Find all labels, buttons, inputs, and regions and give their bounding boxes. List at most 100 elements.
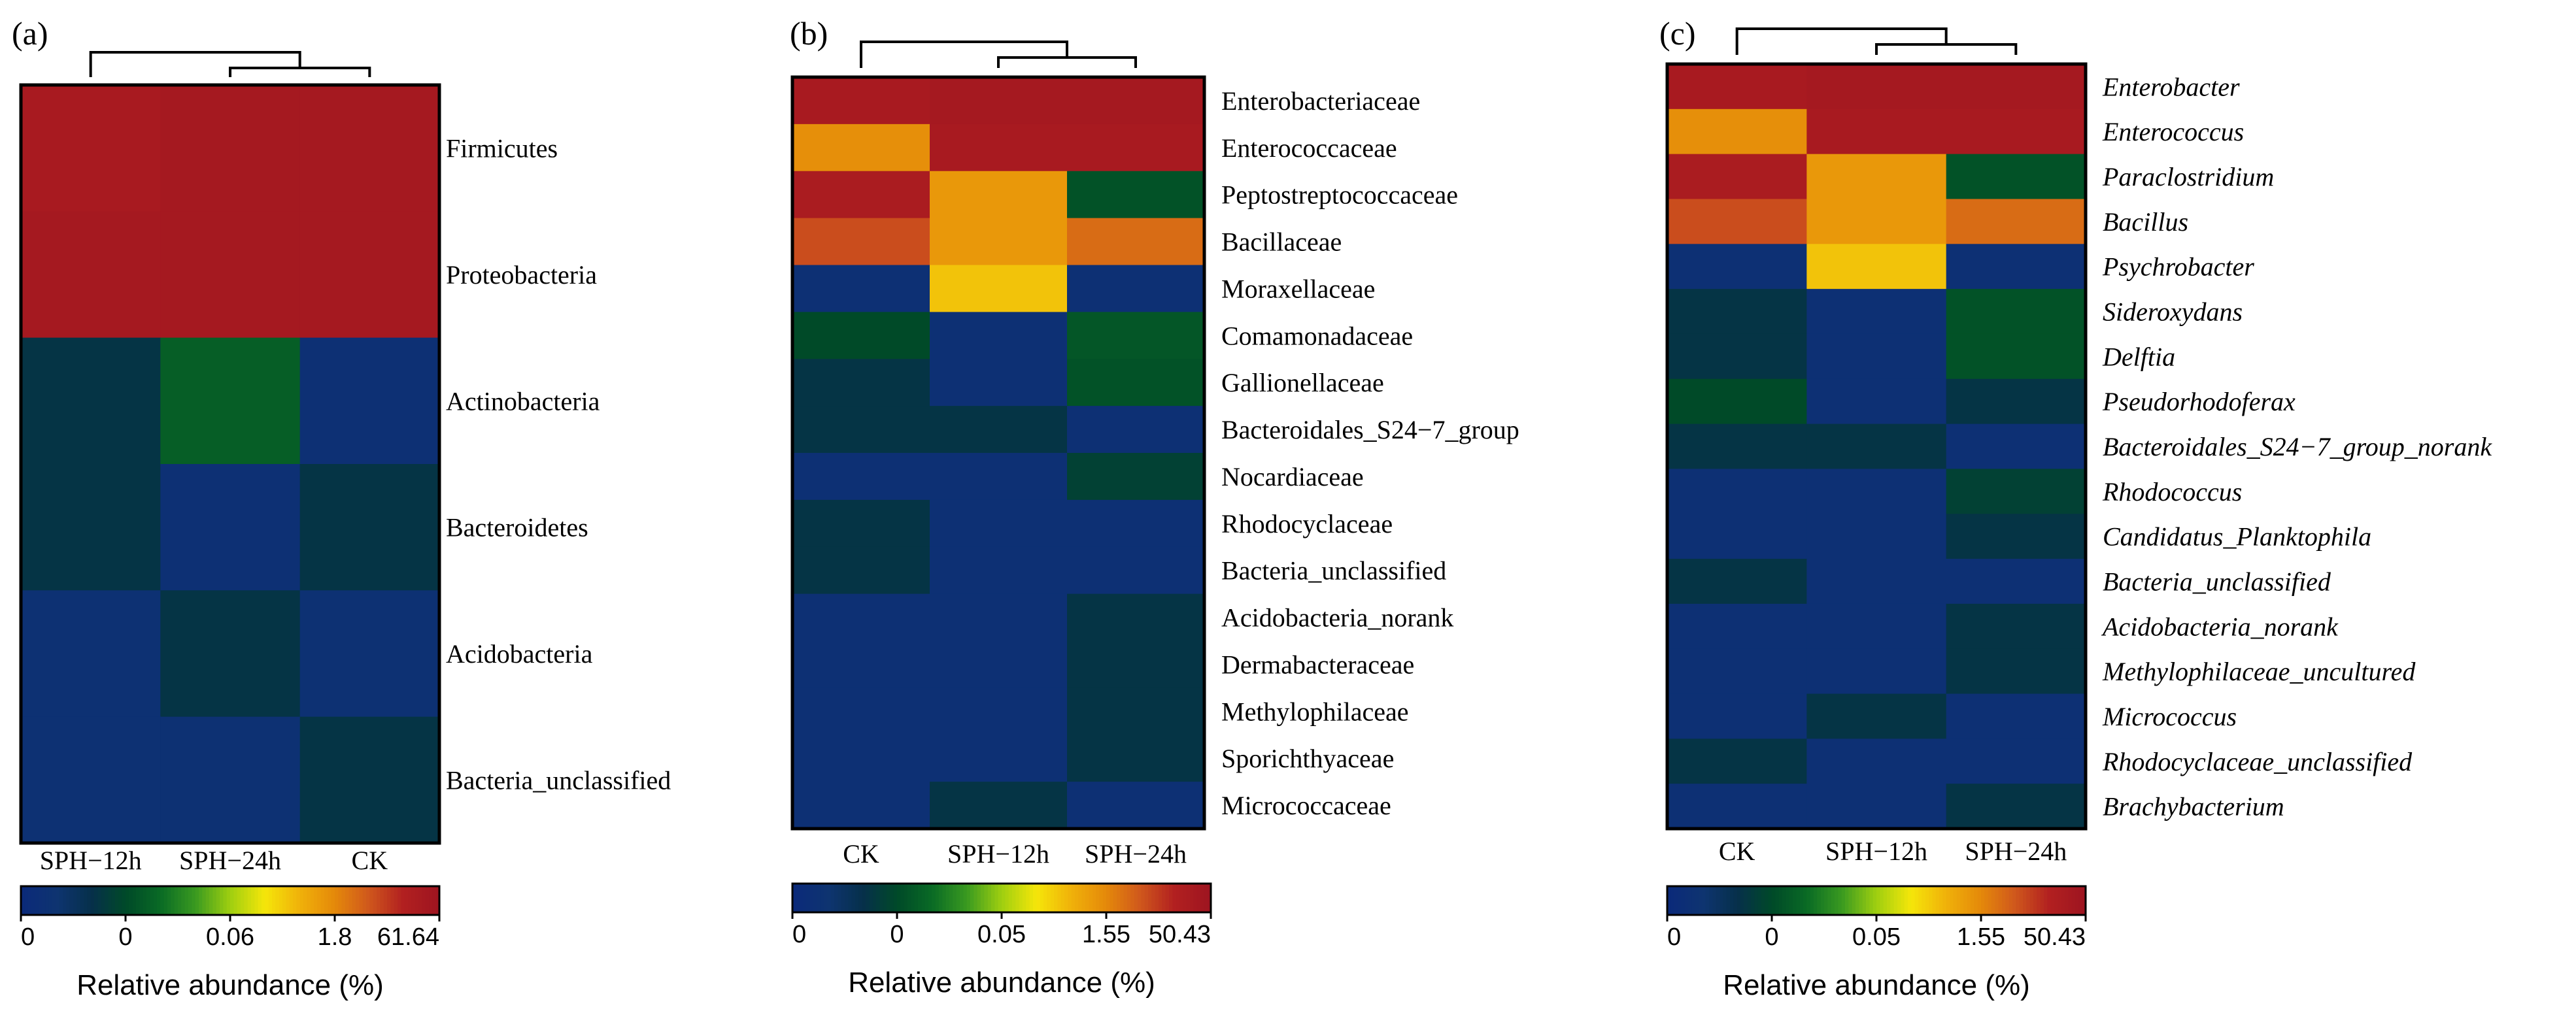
- colorbar-segment: [1744, 886, 1748, 915]
- colorbar-segment: [220, 886, 224, 915]
- heatmap-cell: [792, 499, 930, 548]
- heatmap-cell: [1667, 64, 1807, 110]
- heatmap-cell: [930, 218, 1068, 265]
- colorbar-segment: [73, 886, 77, 915]
- heatmap-cell: [1806, 333, 1947, 380]
- colorbar-segment: [1876, 886, 1880, 915]
- heatmap-cell: [930, 499, 1068, 548]
- colorbar-segment: [2044, 886, 2048, 915]
- heatmap-cell: [1806, 423, 1947, 469]
- heatmap-cell: [1667, 738, 1807, 784]
- heatmap-cell: [1067, 499, 1205, 548]
- colorbar-segment: [48, 886, 53, 915]
- colorbar-segment: [1113, 884, 1117, 912]
- heatmap-cell: [21, 464, 161, 591]
- colorbar-segment: [869, 884, 873, 912]
- colorbar-segment: [2078, 886, 2083, 915]
- colorbar-segment: [279, 886, 283, 915]
- colorbar-segment: [299, 886, 304, 915]
- colorbar-segment: [184, 886, 189, 915]
- colorbar-segment: [890, 884, 894, 912]
- colorbar-segment: [2019, 886, 2024, 915]
- colorbar-segment: [942, 884, 947, 912]
- heatmap-cell: [1067, 171, 1205, 219]
- colorbar-segment: [272, 886, 276, 915]
- colorbar-segment: [1165, 884, 1170, 912]
- row-label: Sporichthyaceae: [1221, 744, 1394, 773]
- colorbar-segment: [914, 884, 919, 912]
- heatmap-cell: [1067, 359, 1205, 406]
- colorbar-segment: [824, 884, 828, 912]
- colorbar-segment: [1806, 886, 1811, 915]
- colorbar-segment: [1040, 884, 1044, 912]
- row-label: Bacteroidales_S24−7_group: [1221, 415, 1519, 444]
- colorbar-segment: [1918, 886, 1922, 915]
- colorbar-segment: [63, 886, 67, 915]
- colorbar-segment: [932, 884, 936, 912]
- heatmap-cell: [1806, 199, 1947, 244]
- colorbar-segment: [422, 886, 426, 915]
- heatmap-cell: [1806, 244, 1947, 290]
- colorbar-segment: [1835, 886, 1839, 915]
- colorbar-segment: [1200, 884, 1204, 912]
- colorbar-segment: [956, 884, 960, 912]
- colorbar-segment: [2054, 886, 2058, 915]
- heatmap-cell: [1067, 77, 1205, 125]
- colorbar-segment: [1123, 884, 1128, 912]
- colorbar-tick-label: 0.06: [206, 923, 254, 951]
- heatmap-cell: [1667, 603, 1807, 650]
- colorbar-segment: [153, 886, 158, 915]
- colorbar-segment: [1064, 884, 1068, 912]
- heatmap-cell: [792, 312, 930, 359]
- row-label: Sideroxydans: [2103, 297, 2243, 327]
- heatmap-cell: [1946, 559, 2086, 605]
- heatmap-cell: [1946, 108, 2086, 155]
- colorbar-segment: [1106, 884, 1110, 912]
- colorbar-tick-label: 0: [1765, 923, 1778, 951]
- heatmap-cell: [930, 640, 1068, 688]
- heatmap-cell: [299, 211, 440, 339]
- colorbar-segment: [963, 884, 968, 912]
- colorbar-segment: [1723, 886, 1727, 915]
- colorbar-segment: [1120, 884, 1125, 912]
- row-label: Firmicutes: [446, 134, 558, 163]
- colorbar-segment: [1789, 886, 1793, 915]
- column-label: CK: [1719, 837, 1755, 866]
- colorbar-segment: [1144, 884, 1149, 912]
- colorbar-segment: [1678, 886, 1682, 915]
- colorbar-segment: [1730, 886, 1734, 915]
- heatmap-cell: [1067, 312, 1205, 359]
- colorbar-segment: [1092, 884, 1096, 912]
- panel-letter: (a): [12, 15, 48, 52]
- colorbar-segment: [2068, 886, 2073, 915]
- row-label: Actinobacteria: [446, 386, 600, 416]
- colorbar-title: Relative abundance (%): [76, 969, 384, 1001]
- dendrogram-branch: [229, 67, 371, 77]
- colorbar-segment: [2005, 886, 2010, 915]
- colorbar-segment: [817, 884, 821, 912]
- colorbar-segment: [1971, 886, 1974, 915]
- heatmap-cell: [299, 590, 440, 718]
- heatmap-cell: [1806, 738, 1947, 784]
- colorbar-segment: [883, 884, 887, 912]
- colorbar-segment: [887, 884, 890, 912]
- row-label: Enterococcus: [2102, 117, 2244, 146]
- colorbar-segment: [879, 884, 884, 912]
- heatmap-cell: [21, 337, 161, 465]
- heatmap-cell: [930, 782, 1068, 829]
- row-label: Rhodococcus: [2102, 477, 2242, 506]
- colorbar-segment: [303, 886, 307, 915]
- colorbar-segment: [1141, 884, 1145, 912]
- colorbar-segment: [1754, 886, 1759, 915]
- colorbar-segment: [1991, 886, 1995, 915]
- colorbar-segment: [1002, 884, 1006, 912]
- colorbar-segment: [181, 886, 186, 915]
- colorbar-segment: [1110, 884, 1114, 912]
- colorbar-segment: [1799, 886, 1804, 915]
- colorbar-segment: [262, 886, 265, 915]
- colorbar-segment: [84, 886, 88, 915]
- colorbar-segment: [35, 886, 39, 915]
- row-label: Micrococcus: [2102, 702, 2237, 731]
- colorbar-segment: [195, 886, 199, 915]
- colorbar-segment: [830, 884, 835, 912]
